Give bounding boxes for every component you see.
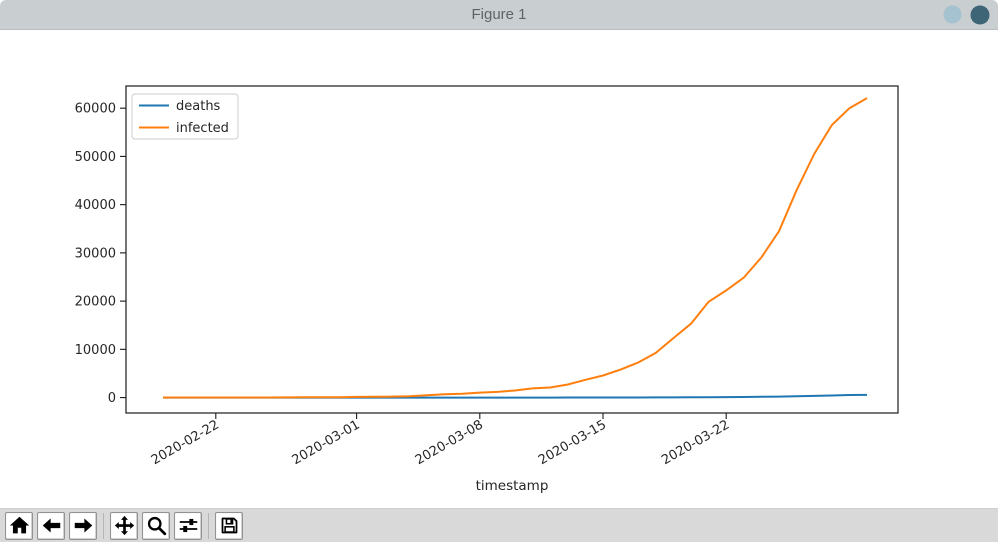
window-control-dark-circle[interactable] bbox=[970, 5, 990, 24]
window-control-light-circle[interactable] bbox=[943, 5, 962, 24]
y-tick-label: 30000 bbox=[75, 246, 116, 261]
legend-label-infected: infected bbox=[176, 121, 229, 136]
home-button[interactable] bbox=[5, 511, 33, 540]
sliders-icon bbox=[179, 518, 197, 533]
window-controls bbox=[943, 0, 990, 29]
axes-frame bbox=[125, 85, 899, 414]
x-tick-label: 2020-02-22 bbox=[149, 417, 222, 468]
back-button[interactable] bbox=[37, 511, 65, 540]
y-tick-label: 60000 bbox=[75, 102, 116, 117]
arrow-right-icon bbox=[74, 518, 92, 533]
y-tick-label: 50000 bbox=[75, 150, 116, 165]
move-icon bbox=[114, 515, 134, 536]
legend-label-deaths: deaths bbox=[176, 99, 221, 114]
y-tick-label: 10000 bbox=[75, 343, 116, 358]
toolbar-separator bbox=[103, 512, 104, 539]
forward-button[interactable] bbox=[69, 511, 97, 540]
window-close-button[interactable] bbox=[970, 5, 990, 25]
home-icon bbox=[9, 516, 29, 534]
y-tick-label: 40000 bbox=[75, 198, 116, 213]
arrow-left-icon bbox=[42, 518, 60, 533]
series-line-infected bbox=[163, 97, 868, 399]
pan-button[interactable] bbox=[110, 511, 138, 540]
window-title: Figure 1 bbox=[471, 6, 527, 23]
y-tick-label: 20000 bbox=[75, 295, 116, 310]
line-chart: 0 10000 20000 30000 40000 50000 60000 2020-02-2… bbox=[75, 85, 899, 494]
zoom-button[interactable] bbox=[142, 511, 170, 540]
toolbar-separator bbox=[208, 512, 209, 539]
save-button[interactable] bbox=[215, 511, 243, 540]
x-axis-label: timestamp bbox=[476, 478, 549, 494]
y-tick-label: 0 bbox=[108, 391, 116, 406]
x-tick-label: 2020-03-01 bbox=[290, 417, 363, 468]
configure-subplots-button[interactable] bbox=[174, 511, 202, 540]
x-tick-label: 2020-03-22 bbox=[659, 417, 732, 468]
floppy-icon bbox=[221, 517, 237, 534]
navigation-toolbar bbox=[0, 508, 998, 542]
x-tick-label: 2020-03-08 bbox=[413, 417, 486, 468]
window-minimize-button[interactable] bbox=[943, 5, 962, 24]
x-tick-label: 2020-03-15 bbox=[536, 417, 609, 468]
titlebar[interactable]: Figure 1 bbox=[0, 0, 998, 30]
magnifier-icon bbox=[147, 516, 166, 536]
figure-canvas: 0 10000 20000 30000 40000 50000 60000 2020-02-2… bbox=[0, 30, 998, 508]
